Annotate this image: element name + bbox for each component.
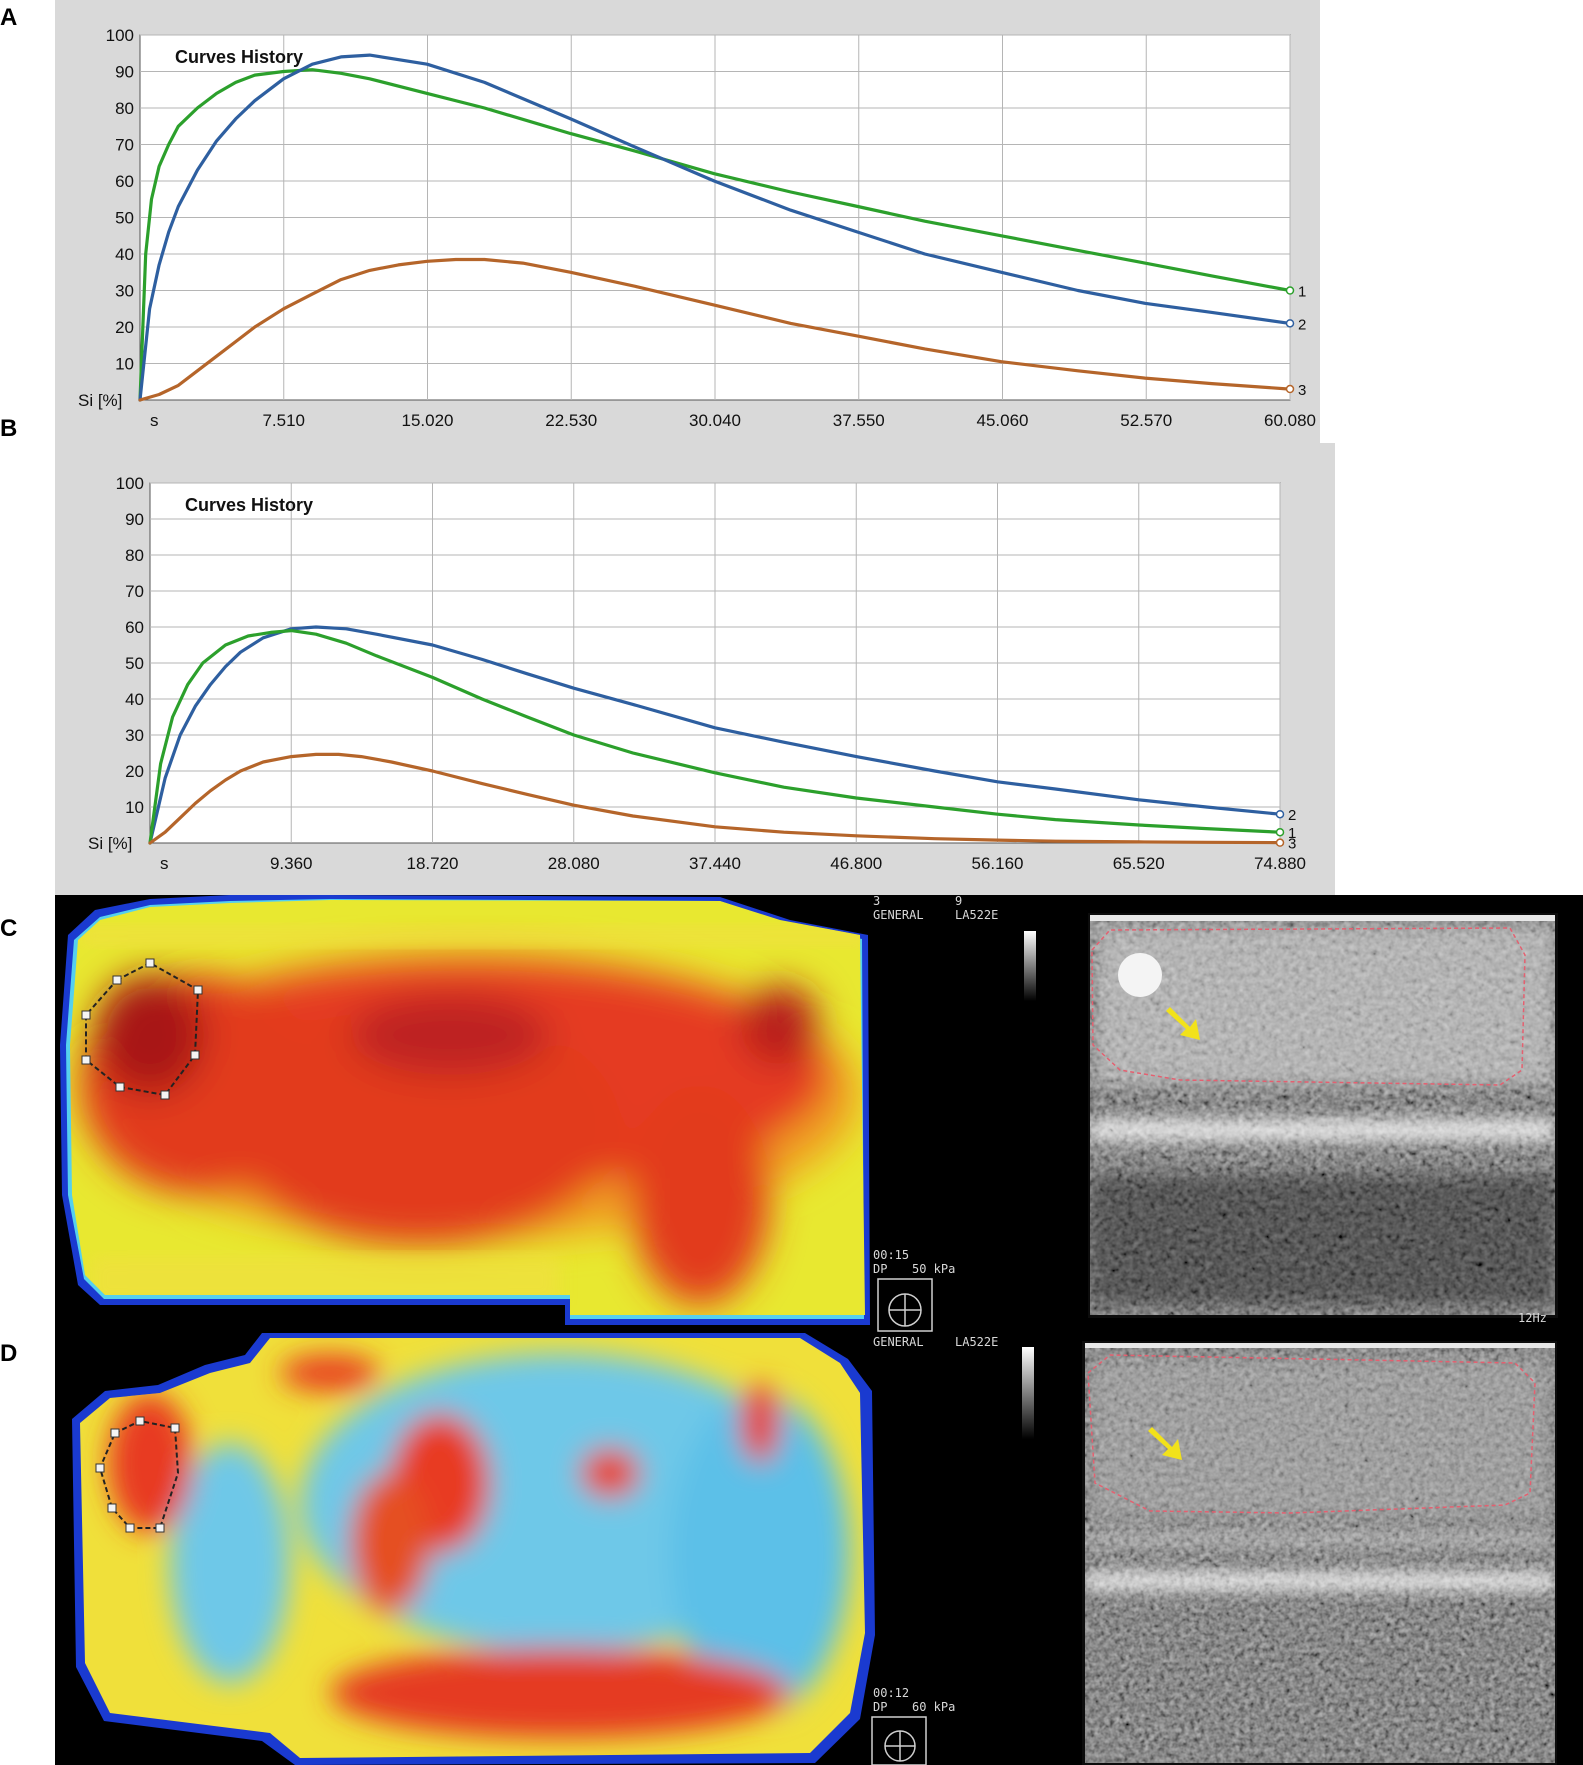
x-tick-label: 22.530 bbox=[545, 411, 597, 430]
x-tick-label: 56.160 bbox=[972, 854, 1024, 873]
x-tick-label: 46.800 bbox=[830, 854, 882, 873]
lesion-arrow-icon-d bbox=[1148, 1427, 1182, 1460]
ultrasound-roi-outline bbox=[1091, 927, 1526, 1086]
series-end-label-2: 2 bbox=[1288, 807, 1296, 824]
series-end-marker-2 bbox=[1285, 319, 1295, 328]
series-line-2 bbox=[138, 53, 1292, 402]
panel-c-overlay-2: 9 bbox=[955, 895, 962, 908]
y-tick-label: 90 bbox=[115, 63, 134, 82]
x-tick-label: 60.080 bbox=[1264, 411, 1316, 430]
panel-d-time: 00:12 bbox=[873, 1686, 909, 1700]
series-end-label-2: 2 bbox=[1298, 316, 1306, 333]
panel-c-rate: 12Hz bbox=[1518, 1311, 1547, 1325]
series-end-label-1: 1 bbox=[1298, 284, 1306, 301]
chart-a-xlabel: s bbox=[150, 411, 159, 430]
elastography-heatmap bbox=[60, 895, 870, 1325]
probe-orientation-icon bbox=[877, 1278, 933, 1332]
panel-c-overlay-4: LA522E bbox=[955, 908, 998, 922]
y-tick-label: 80 bbox=[125, 546, 144, 565]
panel-d-kpa: 60 kPa bbox=[912, 1700, 955, 1714]
x-tick-label: 37.440 bbox=[689, 854, 741, 873]
chart-a: 10 20 30 40 50 60 70 80 90 100 7.510 15.020 22.530 3… bbox=[55, 0, 1320, 445]
x-tick-label: 74.880 bbox=[1254, 854, 1306, 873]
series-end-marker-1 bbox=[1285, 286, 1295, 295]
chart-a-ylabel: Si [%] bbox=[78, 391, 122, 410]
lesion-arrow-icon bbox=[1166, 1007, 1200, 1040]
x-tick-label: 52.570 bbox=[1120, 411, 1172, 430]
chart-b-ylabel: Si [%] bbox=[88, 834, 132, 853]
x-tick-label: 65.520 bbox=[1113, 854, 1165, 873]
elastography-heatmap-d bbox=[72, 1333, 875, 1765]
series-end-marker-1 bbox=[1275, 827, 1285, 837]
series-end-label-3: 3 bbox=[1288, 836, 1296, 853]
panel-d-overlay-1: GENERAL bbox=[873, 1335, 924, 1349]
x-tick-label: 28.080 bbox=[548, 854, 600, 873]
y-tick-label: 40 bbox=[125, 690, 144, 709]
panel-d-dp: DP bbox=[873, 1700, 887, 1714]
x-tick-label: 30.040 bbox=[689, 411, 741, 430]
y-tick-label: 60 bbox=[115, 172, 134, 191]
y-tick-label: 70 bbox=[115, 136, 134, 155]
chart-a-title: Curves History bbox=[175, 47, 303, 67]
panel-label-c: C bbox=[0, 915, 18, 942]
y-tick-label: 90 bbox=[125, 510, 144, 529]
y-tick-label: 50 bbox=[125, 654, 144, 673]
y-tick-label: 20 bbox=[125, 762, 144, 781]
series-line-1 bbox=[138, 68, 1292, 402]
y-tick-label: 30 bbox=[115, 282, 134, 301]
chart-b-xlabel: s bbox=[160, 854, 169, 873]
ultrasound-bmode-image bbox=[1088, 913, 1558, 1318]
x-tick-label: 18.720 bbox=[407, 854, 459, 873]
series-end-label-3: 3 bbox=[1298, 382, 1306, 399]
panel-c-overlay-1: 3 bbox=[873, 895, 880, 908]
series-line-2 bbox=[148, 625, 1282, 845]
y-tick-label: 80 bbox=[115, 99, 134, 118]
y-tick-label: 10 bbox=[115, 355, 134, 374]
panel-label-a: A bbox=[0, 4, 18, 31]
y-tick-label: 60 bbox=[125, 618, 144, 637]
series-line-3 bbox=[138, 257, 1292, 402]
y-tick-label: 40 bbox=[115, 245, 134, 264]
chart-b-title: Curves History bbox=[185, 495, 313, 515]
panel-d-images: GENERAL LA522E 00:12 DP 60 kPa bbox=[55, 1333, 1583, 1765]
x-tick-label: 7.510 bbox=[262, 411, 305, 430]
panel-label-d: D bbox=[0, 1340, 18, 1367]
y-tick-label: 70 bbox=[125, 582, 144, 601]
x-tick-label: 9.360 bbox=[270, 854, 313, 873]
y-tick-label: 20 bbox=[115, 318, 134, 337]
panel-c-kpa: 50 kPa bbox=[912, 1262, 955, 1276]
panel-c-dp: DP bbox=[873, 1262, 887, 1276]
x-tick-label: 15.020 bbox=[402, 411, 454, 430]
heatmap-d-roi-outline bbox=[98, 1419, 180, 1529]
probe-orientation-icon-d bbox=[871, 1716, 927, 1765]
series-end-marker-3 bbox=[1275, 838, 1285, 847]
series-line-3 bbox=[148, 752, 1282, 845]
panel-c-images: 3 9 GENERAL LA522E 00:15 DP 50 kPa 12Hz bbox=[55, 895, 1583, 1335]
series-end-label-1: 1 bbox=[1288, 825, 1296, 842]
panel-label-b: B bbox=[0, 415, 18, 442]
y-tick-label: 50 bbox=[115, 209, 134, 228]
y-tick-label: 30 bbox=[125, 726, 144, 745]
series-line-1 bbox=[148, 629, 1282, 845]
y-tick-label: 10 bbox=[125, 798, 144, 817]
y-tick-label: 100 bbox=[116, 474, 144, 493]
ultrasound-bmode-image-d bbox=[1082, 1341, 1557, 1765]
x-tick-label: 37.550 bbox=[833, 411, 885, 430]
panel-c-time: 00:15 bbox=[873, 1248, 909, 1262]
panel-c-overlay-3: GENERAL bbox=[873, 908, 924, 922]
series-end-marker-3 bbox=[1285, 384, 1295, 394]
panel-d-overlay-2: LA522E bbox=[955, 1335, 998, 1349]
series-end-marker-2 bbox=[1275, 809, 1285, 819]
x-tick-label: 45.060 bbox=[977, 411, 1029, 430]
y-tick-label: 100 bbox=[106, 26, 134, 45]
chart-b: 10 20 30 40 50 60 70 80 90 100 9.360 18.720 28.080 3… bbox=[55, 443, 1335, 898]
